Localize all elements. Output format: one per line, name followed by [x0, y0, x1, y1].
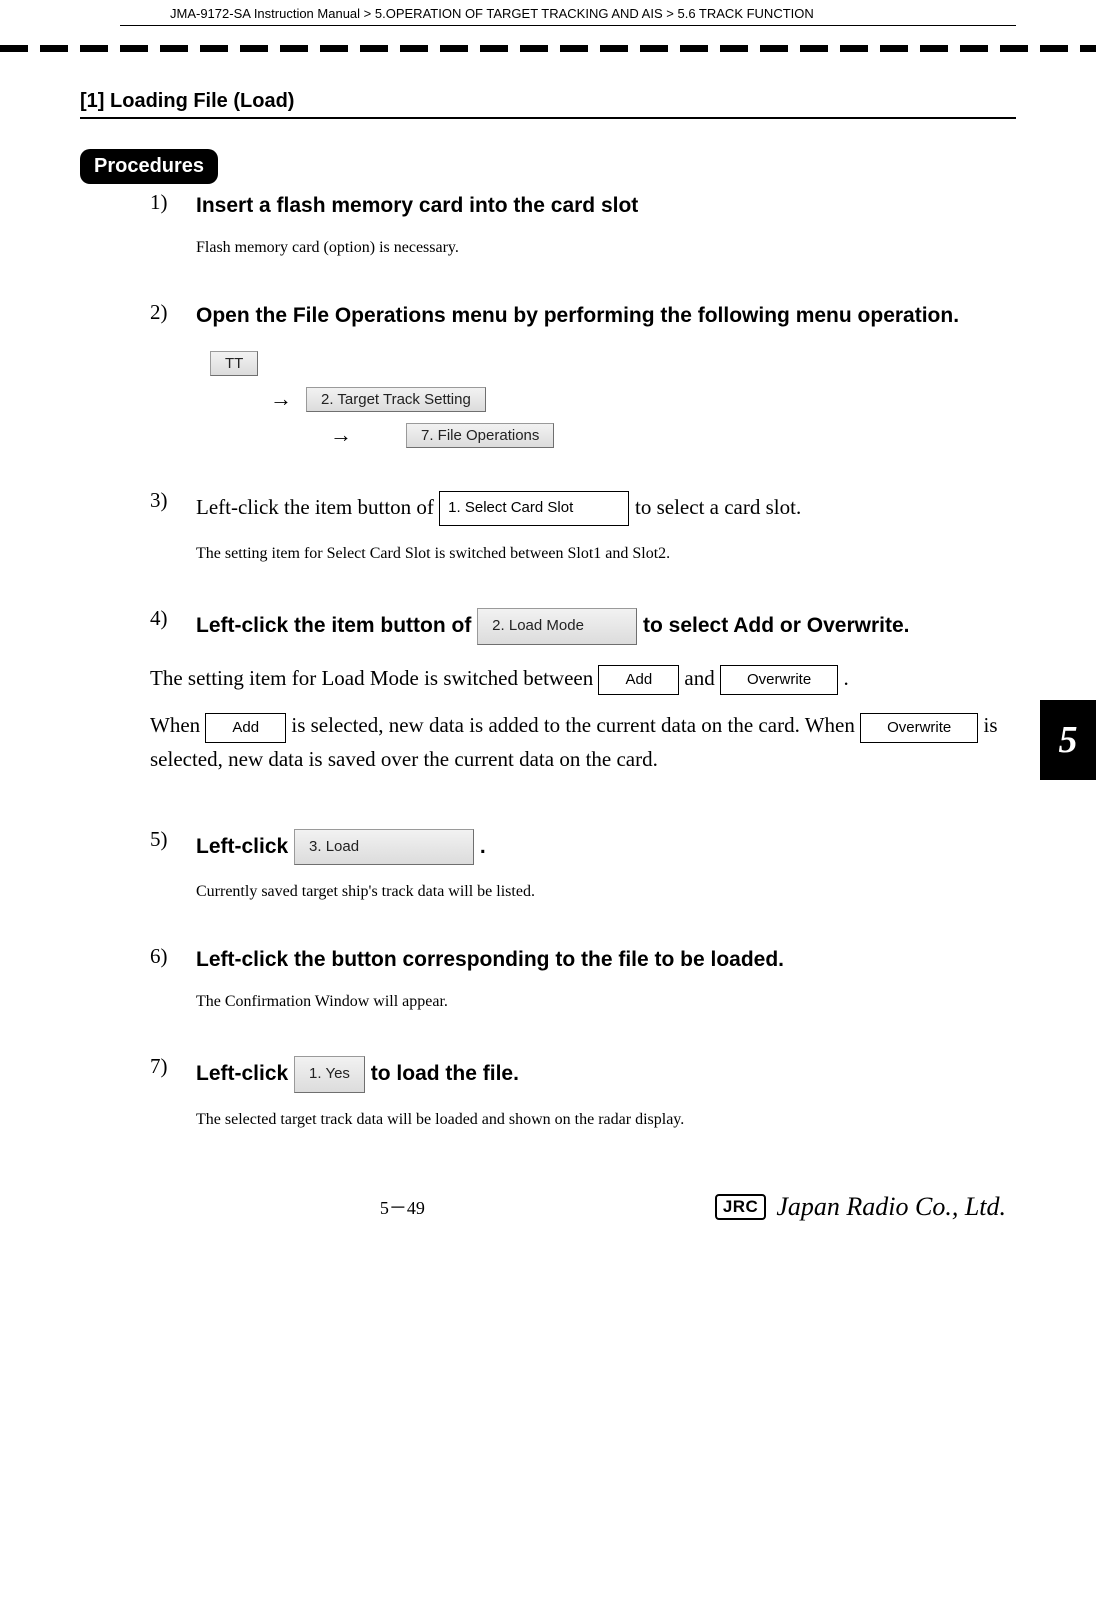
body-text: is selected, new data is added to the cu… — [291, 713, 860, 737]
overwrite-option[interactable]: Overwrite — [720, 665, 838, 695]
step-title: Left-click the button corresponding to t… — [196, 944, 784, 976]
brand: JRC Japan Radio Co., Ltd. — [715, 1192, 1006, 1222]
section-title: Loading File (Load) — [110, 90, 294, 112]
step-text: Left-click — [196, 1062, 294, 1085]
step-text: Left-click — [196, 835, 294, 858]
step-title: Open the File Operations menu by perform… — [196, 300, 959, 332]
step-text: Left-click the item button of — [196, 495, 439, 519]
step-title: Insert a flash memory card into the card… — [196, 190, 638, 222]
body-text: The setting item for Load Mode is switch… — [150, 666, 598, 690]
page-number: 5－49 — [380, 1194, 425, 1220]
breadcrumb-sep: > — [666, 6, 674, 21]
step-4-body-2: When Add is selected, new data is added … — [150, 709, 1016, 776]
step-6: 6) Left-click the button corresponding t… — [150, 944, 1016, 1014]
step-text: Left-click the item button of — [196, 614, 477, 637]
step-number: 6) — [150, 944, 178, 969]
body-text: . — [843, 666, 848, 690]
arrow-icon: → — [270, 386, 292, 412]
step-4: 4) Left-click the item button of 2. Load… — [150, 606, 1016, 646]
step-description: The selected target track data will be l… — [196, 1108, 1016, 1132]
breadcrumb-chapter: 5.OPERATION OF TARGET TRACKING AND AIS — [375, 6, 663, 21]
step-number: 2) — [150, 300, 178, 325]
body-text: and — [684, 666, 720, 690]
step-number: 5) — [150, 827, 178, 852]
breadcrumb-manual: JMA-9172-SA Instruction Manual — [170, 6, 360, 21]
overwrite-option[interactable]: Overwrite — [860, 713, 978, 743]
step-text: to select a card slot. — [635, 495, 801, 519]
step-4-body-1: The setting item for Load Mode is switch… — [150, 662, 1016, 696]
menu-path: TT → 2. Target Track Setting → 7. File O… — [210, 351, 1016, 448]
step-description: Currently saved target ship's track data… — [196, 880, 1016, 904]
add-option[interactable]: Add — [598, 665, 679, 695]
step-description: The Confirmation Window will appear. — [196, 990, 1016, 1014]
step-number: 4) — [150, 606, 178, 631]
body-text: When — [150, 713, 205, 737]
step-2: 2) Open the File Operations menu by perf… — [150, 300, 1016, 449]
step-7: 7) Left-click 1. Yes to load the file. T… — [150, 1054, 1016, 1132]
step-3: 3) Left-click the item button of 1. Sele… — [150, 488, 1016, 566]
jrc-logo: JRC — [715, 1194, 767, 1220]
step-number: 3) — [150, 488, 178, 513]
dashed-divider — [0, 36, 1096, 60]
brand-name: Japan Radio Co., Ltd. — [776, 1192, 1006, 1222]
section-heading: [1] Loading File (Load) — [80, 90, 1016, 119]
section-number: [1] — [80, 90, 104, 112]
step-text: to load the file. — [371, 1062, 519, 1085]
step-number: 1) — [150, 190, 178, 215]
arrow-icon: → — [330, 422, 352, 448]
chapter-tab: 5 — [1040, 700, 1096, 780]
procedures-label: Procedures — [80, 149, 218, 184]
menu-button-file-operations[interactable]: 7. File Operations — [406, 423, 554, 448]
select-card-slot-button[interactable]: 1. Select Card Slot — [439, 491, 629, 526]
step-text: . — [480, 835, 486, 858]
load-mode-button[interactable]: 2. Load Mode — [477, 608, 637, 645]
add-option[interactable]: Add — [205, 713, 286, 743]
step-5: 5) Left-click 3. Load . Currently saved … — [150, 827, 1016, 905]
yes-button[interactable]: 1. Yes — [294, 1056, 365, 1093]
menu-button-target-track-setting[interactable]: 2. Target Track Setting — [306, 387, 486, 412]
step-description: The setting item for Select Card Slot is… — [196, 542, 1016, 566]
breadcrumb-section: 5.6 TRACK FUNCTION — [677, 6, 813, 21]
breadcrumb-sep: > — [364, 6, 372, 21]
load-button[interactable]: 3. Load — [294, 829, 474, 866]
step-number: 7) — [150, 1054, 178, 1079]
step-1: 1) Insert a flash memory card into the c… — [150, 190, 1016, 260]
step-text: to select Add or Overwrite. — [643, 614, 909, 637]
step-description: Flash memory card (option) is necessary. — [196, 236, 1016, 260]
page-footer: 5－49 JRC Japan Radio Co., Ltd. — [80, 1192, 1016, 1222]
header-breadcrumb: JMA-9172-SA Instruction Manual > 5.OPERA… — [120, 0, 1016, 26]
menu-button-tt[interactable]: TT — [210, 351, 258, 376]
